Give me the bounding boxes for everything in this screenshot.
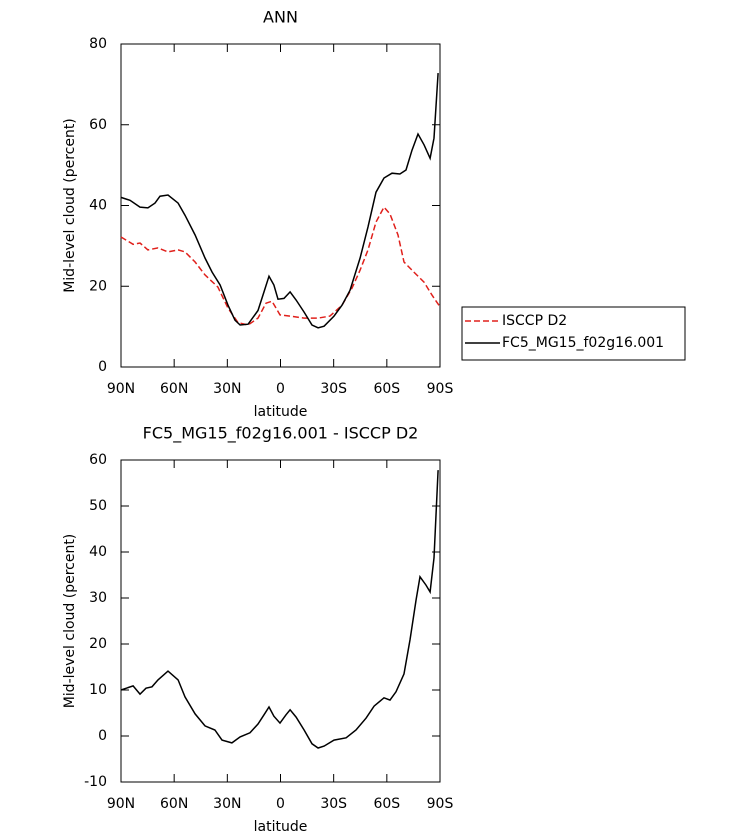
y-tick-label: 60 (89, 452, 107, 468)
legend-label: FC5_MG15_f02g16.001 (502, 335, 664, 351)
y-tick-label: 0 (98, 728, 107, 744)
y-axis-label: Mid-level cloud (percent) (62, 534, 78, 709)
y-tick-label: 50 (89, 498, 107, 514)
x-tick-label: 60S (373, 796, 400, 812)
x-tick-label: 90S (427, 796, 454, 812)
plot-frame (120, 43, 441, 368)
y-tick-label: 0 (98, 359, 107, 375)
y-tick-label: 60 (89, 117, 107, 133)
y-tick-label: -10 (84, 774, 107, 790)
data-line (120, 73, 439, 329)
data-line (120, 205, 441, 326)
x-tick-label: 0 (276, 796, 285, 812)
y-tick-label: 20 (89, 278, 107, 294)
y-tick-label: 30 (89, 590, 107, 606)
chart-title: FC5_MG15_f02g16.001 - ISCCP D2 (143, 424, 419, 444)
x-tick-label: 30S (320, 796, 347, 812)
x-tick-label: 90S (427, 381, 454, 397)
x-tick-label: 90N (107, 381, 135, 397)
y-tick-label: 40 (89, 198, 107, 214)
x-tick-label: 30N (213, 381, 241, 397)
x-tick-label: 60N (160, 381, 188, 397)
x-axis-label: latitude (254, 819, 308, 835)
legend-box (461, 306, 686, 361)
y-tick-label: 10 (89, 682, 107, 698)
x-tick-label: 90N (107, 796, 135, 812)
legend-label: ISCCP D2 (502, 313, 567, 329)
x-tick-label: 60S (373, 381, 400, 397)
data-line (120, 470, 439, 749)
x-tick-label: 0 (276, 381, 285, 397)
x-tick-label: 30S (320, 381, 347, 397)
y-axis-label: Mid-level cloud (percent) (62, 118, 78, 293)
y-tick-label: 20 (89, 636, 107, 652)
plot-frame (120, 459, 441, 783)
chart-title: ANN (263, 8, 298, 27)
y-tick-label: 80 (89, 36, 107, 52)
x-axis-label: latitude (254, 404, 308, 420)
x-tick-label: 60N (160, 796, 188, 812)
y-tick-label: 40 (89, 544, 107, 560)
x-tick-label: 30N (213, 796, 241, 812)
